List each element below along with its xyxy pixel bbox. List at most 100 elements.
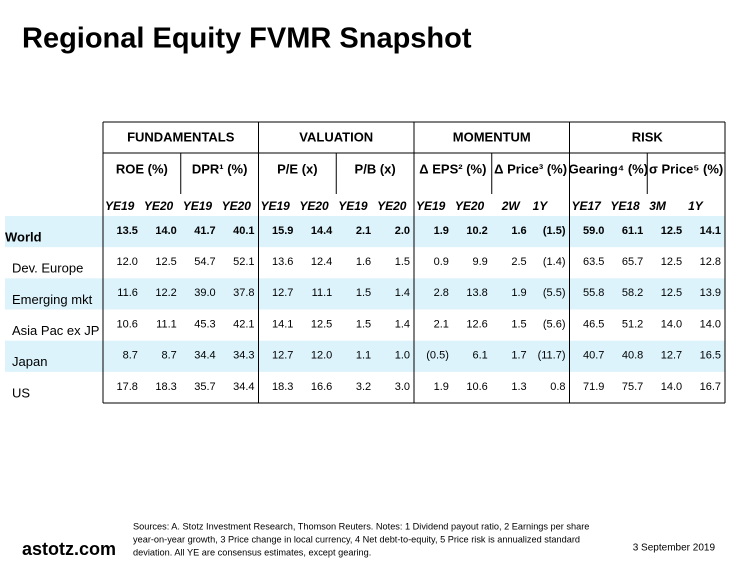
cell-value: 75.7 <box>622 381 643 393</box>
metric-header: σ Price⁵ (%) <box>649 161 723 176</box>
cell-value: (5.6) <box>543 318 566 330</box>
cell-value: 14.1 <box>272 318 293 330</box>
cell-value: 12.7 <box>661 350 682 362</box>
cell-value: 15.9 <box>272 225 293 237</box>
row-highlight <box>5 216 725 248</box>
cell-value: 12.0 <box>116 256 137 268</box>
cell-value: 14.4 <box>311 225 333 237</box>
footnote: year-on-year growth, 3 Price change in l… <box>133 534 580 544</box>
cell-value: 16.7 <box>700 381 721 393</box>
cell-value: 1.5 <box>395 256 410 268</box>
metric-header: DPR¹ (%) <box>192 161 248 176</box>
cell-value: 1.4 <box>395 318 410 330</box>
cell-value: 34.4 <box>194 350 215 362</box>
cell-value: 10.2 <box>466 225 487 237</box>
cell-value: 14.0 <box>661 318 682 330</box>
cell-value: 12.5 <box>661 256 682 268</box>
cell-value: 1.9 <box>434 381 449 393</box>
cell-value: 45.3 <box>194 318 215 330</box>
cell-value: 2.5 <box>511 256 526 268</box>
period-header: YE20 <box>144 199 174 213</box>
cell-value: 14.0 <box>155 225 176 237</box>
period-header: 3M <box>649 199 667 213</box>
cell-value: 63.5 <box>583 256 604 268</box>
metric-header: Δ Price³ (%) <box>494 161 567 176</box>
footnote: Sources: A. Stotz Investment Research, T… <box>133 521 589 531</box>
site: astotz.com <box>22 539 116 559</box>
cell-value: 8.7 <box>123 350 138 362</box>
cell-value: 1.6 <box>511 225 526 237</box>
cell-value: 16.6 <box>311 381 332 393</box>
cell-value: 65.7 <box>622 256 643 268</box>
cell-value: 12.0 <box>311 350 332 362</box>
cell-value: 34.4 <box>233 381 254 393</box>
period-header: YE20 <box>377 199 407 213</box>
period-header: YE17 <box>572 199 603 213</box>
period-header: YE19 <box>105 199 135 213</box>
cell-value: 39.0 <box>194 287 215 299</box>
cell-value: 13.9 <box>700 287 721 299</box>
cell-value: 14.0 <box>700 318 721 330</box>
cell-value: 71.9 <box>583 381 604 393</box>
cell-value: 1.4 <box>395 287 410 299</box>
cell-value: 52.1 <box>233 256 254 268</box>
period-header: YE20 <box>455 199 485 213</box>
cell-value: 1.5 <box>511 318 526 330</box>
cell-value: 35.7 <box>194 381 215 393</box>
cell-value: 1.3 <box>511 381 526 393</box>
row-label: World <box>5 229 42 244</box>
cell-value: 0.9 <box>434 256 449 268</box>
cell-value: 2.1 <box>356 225 371 237</box>
cell-value: 14.0 <box>661 381 682 393</box>
cell-value: 11.6 <box>117 287 138 299</box>
cell-value: 12.8 <box>700 256 721 268</box>
cell-value: 1.5 <box>356 287 371 299</box>
group-header: FUNDAMENTALS <box>127 129 235 144</box>
row-label: Asia Pac ex JP <box>12 323 99 338</box>
cell-value: 12.7 <box>272 350 293 362</box>
cell-value: 8.7 <box>161 350 176 362</box>
cell-value: (0.5) <box>426 350 449 362</box>
footnote: deviation. All YE are consensus estimate… <box>133 547 371 557</box>
cell-value: 11.1 <box>312 287 333 299</box>
cell-value: 2.0 <box>395 225 410 237</box>
cell-value: 40.1 <box>233 225 254 237</box>
group-header: MOMENTUM <box>453 129 531 144</box>
cell-value: 54.7 <box>194 256 215 268</box>
cell-value: 59.0 <box>583 225 604 237</box>
period-header: YE18 <box>610 199 640 213</box>
period-header: YE20 <box>222 199 252 213</box>
period-header: YE19 <box>183 199 213 213</box>
cell-value: 34.3 <box>233 350 254 362</box>
cell-value: (1.4) <box>543 256 566 268</box>
cell-value: 1.7 <box>511 350 526 362</box>
cell-value: 12.4 <box>311 256 332 268</box>
cell-value: 12.5 <box>155 256 176 268</box>
row-highlight <box>5 278 725 310</box>
group-header: VALUATION <box>299 129 373 144</box>
cell-value: 1.6 <box>356 256 371 268</box>
cell-value: 18.3 <box>272 381 293 393</box>
metric-header: ROE (%) <box>116 161 168 176</box>
cell-value: 1.5 <box>356 318 371 330</box>
period-header: YE19 <box>338 199 368 213</box>
row-label: Dev. Europe <box>12 261 83 276</box>
cell-value: 61.1 <box>622 225 643 237</box>
cell-value: 9.9 <box>472 256 487 268</box>
cell-value: 51.2 <box>622 318 643 330</box>
metric-header: P/B (x) <box>355 161 396 176</box>
cell-value: 3.2 <box>356 381 371 393</box>
cell-value: 10.6 <box>116 318 137 330</box>
cell-value: 1.0 <box>395 350 410 362</box>
cell-value: 46.5 <box>583 318 604 330</box>
period-header: 2W <box>501 199 522 213</box>
cell-value: 10.6 <box>466 381 487 393</box>
cell-value: 42.1 <box>233 318 254 330</box>
cell-value: 13.5 <box>116 225 137 237</box>
cell-value: 55.8 <box>583 287 604 299</box>
cell-value: 14.1 <box>700 225 721 237</box>
cell-value: 41.7 <box>194 225 215 237</box>
cell-value: 58.2 <box>622 287 643 299</box>
metric-header: P/E (x) <box>277 161 317 176</box>
cell-value: 13.6 <box>272 256 293 268</box>
